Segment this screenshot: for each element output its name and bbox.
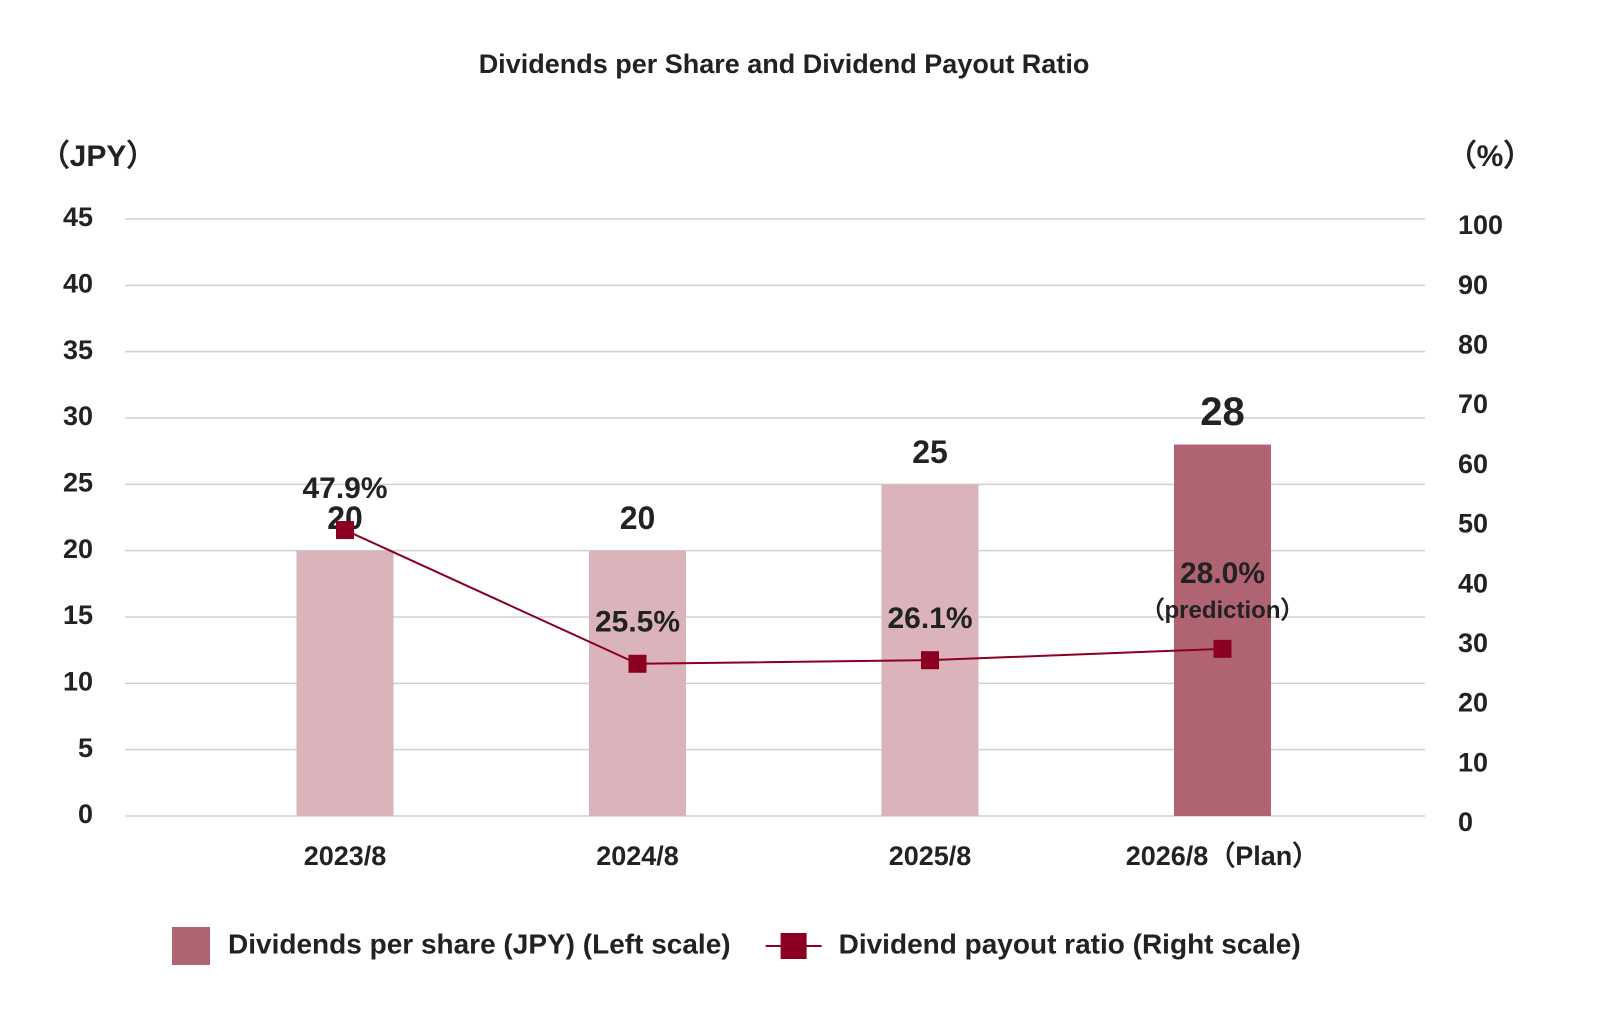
bar — [296, 550, 394, 816]
bar-value-label: 20 — [620, 500, 656, 536]
y-tick-label: 20 — [63, 534, 93, 564]
y-tick-label: 10 — [63, 666, 93, 696]
y2-tick-label: 100 — [1458, 210, 1503, 240]
line-value-label: 25.5% — [595, 606, 680, 639]
y-tick-label: 30 — [63, 401, 93, 431]
x-tick-label: 2023/8 — [304, 841, 387, 871]
y2-tick-label: 10 — [1458, 747, 1488, 777]
bar-value-label: 25 — [912, 434, 948, 470]
y2-tick-label: 30 — [1458, 628, 1488, 658]
x-tick-label: 2024/8 — [596, 841, 679, 871]
annotation: （prediction） — [1140, 597, 1304, 624]
x-tick-label: 2025/8 — [889, 841, 972, 871]
line-marker — [921, 651, 939, 670]
chart-title: Dividends per Share and Dividend Payout … — [479, 49, 1090, 79]
y2-tick-label: 60 — [1458, 449, 1488, 479]
line-marker — [628, 654, 647, 673]
y2-tick-label: 70 — [1458, 389, 1488, 419]
line-value-label: 26.1% — [887, 602, 972, 635]
line-marker — [1213, 639, 1232, 658]
y2-tick-label: 40 — [1458, 568, 1488, 598]
y2-tick-label: 50 — [1458, 509, 1488, 539]
line-value-label: 47.9% — [302, 472, 387, 505]
y-tick-label: 5 — [78, 733, 93, 763]
legend-label: Dividend payout ratio (Right scale) — [839, 928, 1301, 959]
line-marker — [336, 521, 354, 540]
bar-value-label: 28 — [1200, 390, 1245, 434]
legend-label: Dividends per share (JPY) (Left scale) — [228, 928, 731, 959]
y2-tick-label: 80 — [1458, 330, 1488, 360]
y2-axis-label: （%） — [1447, 139, 1534, 173]
legend-marker — [780, 933, 807, 959]
legend-swatch — [172, 927, 210, 965]
x-tick-label: 2026/8（Plan） — [1126, 841, 1320, 871]
y-tick-label: 45 — [63, 202, 93, 232]
y2-tick-label: 0 — [1458, 807, 1473, 837]
y-tick-label: 25 — [63, 467, 93, 497]
y2-tick-label: 90 — [1458, 270, 1488, 300]
bar — [881, 484, 979, 816]
bar — [1174, 444, 1271, 816]
y-tick-label: 35 — [63, 335, 93, 365]
bar — [589, 550, 686, 816]
line-value-label: 28.0% — [1180, 557, 1265, 590]
y2-tick-label: 20 — [1458, 688, 1488, 718]
y-tick-label: 40 — [63, 268, 93, 298]
y-tick-label: 0 — [78, 799, 93, 829]
line — [344, 529, 1223, 665]
y-tick-label: 15 — [63, 600, 93, 630]
y-axis-label: （JPY） — [40, 139, 157, 173]
